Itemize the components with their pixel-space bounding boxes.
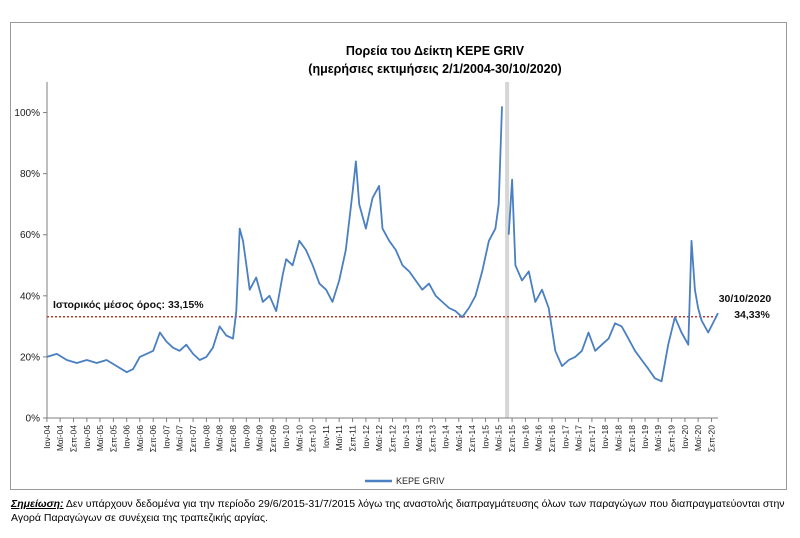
end-date-annotation: 30/10/2020 xyxy=(719,293,772,305)
x-tick-label: Ιαν-20 xyxy=(680,425,690,449)
end-value-annotation: 34,33% xyxy=(734,309,770,321)
x-tick-label: Μαϊ-19 xyxy=(653,425,663,451)
footnote-text: Δεν υπάρχουν δεδομένα για την περίοδο 29… xyxy=(11,498,785,524)
series-line-kepe-griv xyxy=(46,106,719,383)
x-tick-label: Σεπ-04 xyxy=(69,425,79,452)
x-tick-label: Σεπ-14 xyxy=(467,425,477,452)
x-tick-label: Μαϊ-17 xyxy=(573,425,583,451)
x-tick-label: Ιαν-13 xyxy=(401,425,411,449)
x-tick-label: Ιαν-16 xyxy=(520,425,530,449)
x-tick-label: Ιαν-12 xyxy=(361,425,371,449)
x-tick-label: Σεπ-17 xyxy=(587,425,597,452)
x-tick-label: Μαϊ-10 xyxy=(294,425,304,451)
x-tick-label: Σεπ-10 xyxy=(308,425,318,452)
y-tick-label: 100% xyxy=(14,108,40,119)
x-tick-label: Ιαν-06 xyxy=(122,425,132,449)
x-tick-label: Ιαν-08 xyxy=(201,425,211,449)
x-tick-label: Σεπ-15 xyxy=(507,425,517,452)
x-tick-label: Ιαν-09 xyxy=(241,425,251,449)
chart-subtitle: (ημερήσιες εκτιμήσεις 2/1/2004-30/10/202… xyxy=(308,62,561,76)
x-tick-label: Μαϊ-20 xyxy=(693,425,703,451)
x-tick-label: Σεπ-12 xyxy=(388,425,398,452)
x-tick-label: Ιαν-04 xyxy=(42,425,52,449)
legend-label: ΚΕΡΕ GRIV xyxy=(396,476,445,486)
y-tick-label: 80% xyxy=(20,169,40,180)
x-tick-label: Μαϊ-12 xyxy=(374,425,384,451)
x-tick-label: Σεπ-07 xyxy=(188,425,198,452)
x-tick-label: Ιαν-05 xyxy=(82,425,92,449)
x-tick-label: Μαϊ-06 xyxy=(135,425,145,451)
x-tick-label: Ιαν-14 xyxy=(441,425,451,449)
no-data-band xyxy=(505,82,510,418)
y-tick-label: 40% xyxy=(20,291,40,302)
x-tick-label: Ιαν-17 xyxy=(560,425,570,449)
x-tick-label: Μαϊ-09 xyxy=(254,425,264,451)
x-tick-label: Σεπ-20 xyxy=(707,425,717,452)
x-tick-label: Ιαν-18 xyxy=(600,425,610,449)
y-tick-label: 60% xyxy=(20,230,40,241)
x-tick-label: Ιαν-07 xyxy=(162,425,172,449)
x-tick-label: Σεπ-16 xyxy=(547,425,557,452)
chart-title: Πορεία του Δείκτη ΚΕΡΕ GRIV xyxy=(346,44,525,58)
x-tick-label: Σεπ-08 xyxy=(228,425,238,452)
x-tick-label: Σεπ-13 xyxy=(427,425,437,452)
mean-annotation: Ιστορικός μέσος όρος: 33,15% xyxy=(53,299,204,311)
x-tick-label: Σεπ-06 xyxy=(148,425,158,452)
x-tick-label: Ιαν-19 xyxy=(640,425,650,449)
footnote: Σημείωση: Δεν υπάρχουν δεδομένα για την … xyxy=(11,497,791,525)
x-tick-label: Μαϊ-05 xyxy=(95,425,105,451)
x-tick-label: Μαϊ-18 xyxy=(613,425,623,451)
x-tick-label: Μαϊ-07 xyxy=(175,425,185,451)
x-tick-label: Ιαν-15 xyxy=(481,425,491,449)
x-tick-label: Μαϊ-04 xyxy=(55,425,65,451)
x-tick-label: Μαϊ-08 xyxy=(215,425,225,451)
x-tick-label: Σεπ-05 xyxy=(108,425,118,452)
x-tick-label: Μαϊ-14 xyxy=(454,425,464,451)
x-tick-label: Σεπ-19 xyxy=(667,425,677,452)
x-tick-label: Σεπ-09 xyxy=(268,425,278,452)
y-tick-label: 20% xyxy=(20,352,40,363)
x-tick-label: Μαϊ-16 xyxy=(534,425,544,451)
x-tick-label: Ιαν-11 xyxy=(321,425,331,448)
x-tick-label: Ιαν-10 xyxy=(281,425,291,449)
x-tick-label: Μαϊ-13 xyxy=(414,425,424,451)
x-tick-label: Μαϊ-15 xyxy=(494,425,504,451)
x-tick-label: Σεπ-18 xyxy=(627,425,637,452)
y-tick-label: 0% xyxy=(26,414,41,425)
x-tick-label: Μαϊ-11 xyxy=(334,425,344,451)
x-tick-label: Σεπ-11 xyxy=(348,425,358,452)
footnote-label: Σημείωση: xyxy=(11,498,64,510)
